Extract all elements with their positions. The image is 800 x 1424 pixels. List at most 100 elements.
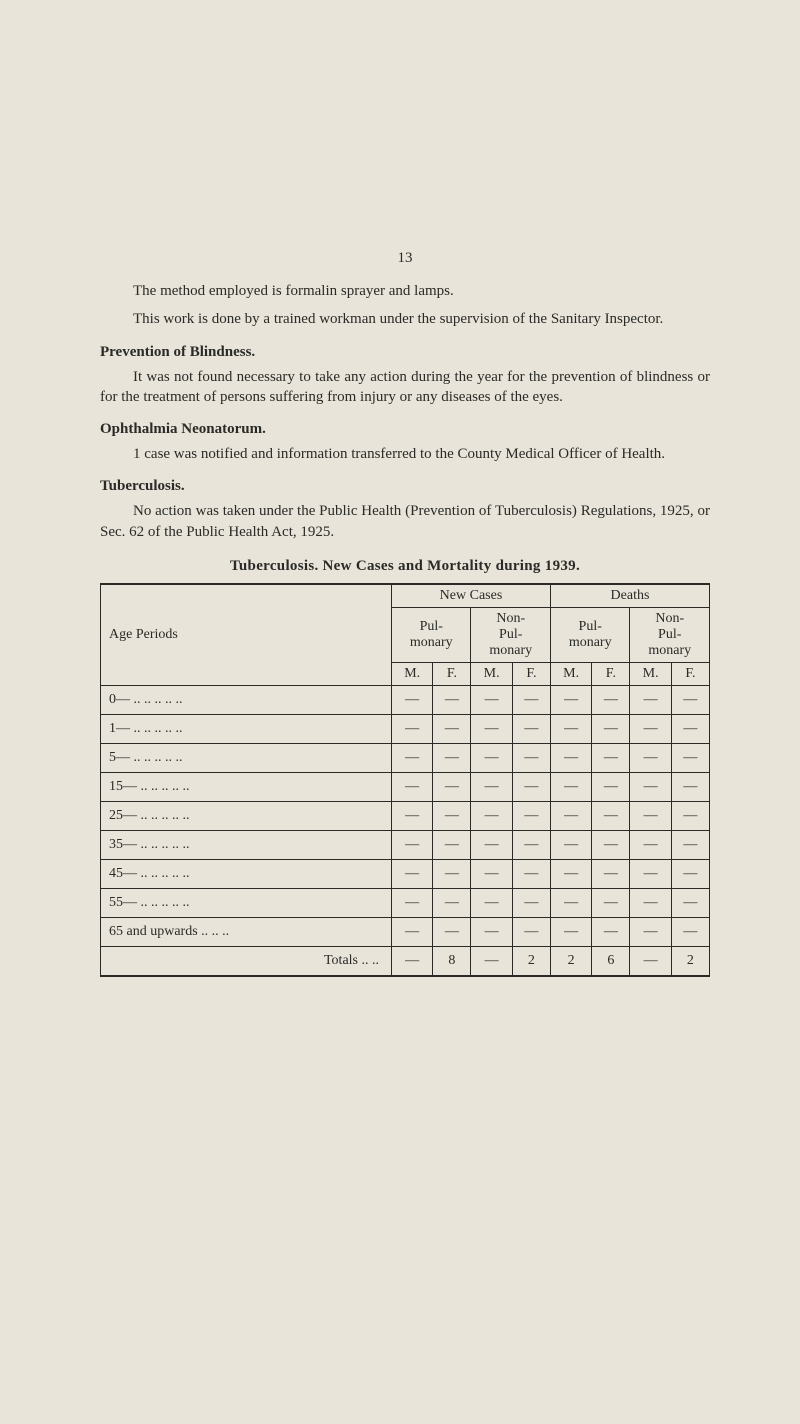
table-row: 1— .. .. .. .. ..———————— bbox=[101, 714, 710, 743]
data-cell: — bbox=[512, 743, 550, 772]
col-pulmonary: Pul- monary bbox=[392, 607, 471, 662]
age-period-cell: 0— .. .. .. .. .. bbox=[101, 685, 392, 714]
data-cell: — bbox=[671, 859, 709, 888]
col-f: F. bbox=[433, 662, 471, 685]
data-cell: — bbox=[671, 772, 709, 801]
col-m: M. bbox=[630, 662, 671, 685]
data-cell: — bbox=[550, 888, 591, 917]
data-cell: — bbox=[433, 801, 471, 830]
age-period-cell: 25— .. .. .. .. .. bbox=[101, 801, 392, 830]
table-head: Age Periods New Cases Deaths Pul- monary… bbox=[101, 584, 710, 686]
data-cell: — bbox=[592, 917, 630, 946]
data-cell: — bbox=[392, 917, 433, 946]
col-m: M. bbox=[550, 662, 591, 685]
body-paragraph: The method employed is formalin sprayer … bbox=[100, 281, 710, 301]
data-cell: — bbox=[471, 830, 512, 859]
table-totals: Totals .. .. — 8 — 2 2 6 — 2 bbox=[101, 946, 710, 976]
table-row: 65 and upwards .. .. ..———————— bbox=[101, 917, 710, 946]
body-paragraph: It was not found necessary to take any a… bbox=[100, 367, 710, 408]
table-title: Tuberculosis. New Cases and Mortality du… bbox=[100, 558, 710, 575]
data-cell: — bbox=[471, 772, 512, 801]
col-m: M. bbox=[471, 662, 512, 685]
data-cell: — bbox=[433, 888, 471, 917]
data-cell: — bbox=[630, 772, 671, 801]
data-cell: — bbox=[671, 830, 709, 859]
data-cell: — bbox=[392, 743, 433, 772]
col-deaths: Deaths bbox=[550, 584, 709, 608]
data-cell: — bbox=[671, 888, 709, 917]
table-row: 15— .. .. .. .. ..———————— bbox=[101, 772, 710, 801]
totals-cell: — bbox=[630, 946, 671, 976]
col-f: F. bbox=[512, 662, 550, 685]
data-cell: — bbox=[592, 888, 630, 917]
data-cell: — bbox=[433, 917, 471, 946]
totals-cell: 2 bbox=[671, 946, 709, 976]
data-cell: — bbox=[671, 714, 709, 743]
table-row: 35— .. .. .. .. ..———————— bbox=[101, 830, 710, 859]
data-cell: — bbox=[592, 859, 630, 888]
totals-cell: 8 bbox=[433, 946, 471, 976]
totals-cell: 2 bbox=[512, 946, 550, 976]
section-heading-tuberculosis: Tuberculosis. bbox=[100, 478, 710, 495]
data-cell: — bbox=[392, 888, 433, 917]
data-cell: — bbox=[630, 743, 671, 772]
section-heading-ophthalmia: Ophthalmia Neonatorum. bbox=[100, 421, 710, 438]
page: 13 The method employed is formalin spray… bbox=[0, 0, 800, 1424]
data-cell: — bbox=[433, 685, 471, 714]
data-cell: — bbox=[471, 714, 512, 743]
totals-cell: 2 bbox=[550, 946, 591, 976]
table-row: 5— .. .. .. .. ..———————— bbox=[101, 743, 710, 772]
body-paragraph: No action was taken under the Public Hea… bbox=[100, 501, 710, 542]
data-cell: — bbox=[592, 714, 630, 743]
age-period-cell: 1— .. .. .. .. .. bbox=[101, 714, 392, 743]
data-cell: — bbox=[392, 859, 433, 888]
data-cell: — bbox=[671, 685, 709, 714]
data-cell: — bbox=[471, 917, 512, 946]
data-cell: — bbox=[512, 772, 550, 801]
col-age-periods: Age Periods bbox=[101, 584, 392, 686]
data-cell: — bbox=[592, 685, 630, 714]
data-cell: — bbox=[592, 772, 630, 801]
data-cell: — bbox=[392, 772, 433, 801]
data-cell: — bbox=[671, 917, 709, 946]
data-cell: — bbox=[630, 801, 671, 830]
data-cell: — bbox=[512, 917, 550, 946]
tuberculosis-table: Age Periods New Cases Deaths Pul- monary… bbox=[100, 583, 710, 977]
col-f: F. bbox=[671, 662, 709, 685]
data-cell: — bbox=[512, 801, 550, 830]
table-row: 45— .. .. .. .. ..———————— bbox=[101, 859, 710, 888]
data-cell: — bbox=[550, 801, 591, 830]
data-cell: — bbox=[433, 859, 471, 888]
data-cell: — bbox=[433, 830, 471, 859]
body-paragraph: 1 case was notified and information tran… bbox=[100, 444, 710, 464]
page-number: 13 bbox=[100, 250, 710, 267]
data-cell: — bbox=[512, 714, 550, 743]
data-cell: — bbox=[433, 743, 471, 772]
data-cell: — bbox=[471, 801, 512, 830]
data-cell: — bbox=[630, 685, 671, 714]
table-row: 55— .. .. .. .. ..———————— bbox=[101, 888, 710, 917]
age-period-cell: 65 and upwards .. .. .. bbox=[101, 917, 392, 946]
totals-cell: — bbox=[392, 946, 433, 976]
data-cell: — bbox=[392, 714, 433, 743]
col-m: M. bbox=[392, 662, 433, 685]
data-cell: — bbox=[392, 830, 433, 859]
data-cell: — bbox=[671, 743, 709, 772]
data-cell: — bbox=[512, 888, 550, 917]
body-paragraph: This work is done by a trained workman u… bbox=[100, 309, 710, 329]
age-period-cell: 15— .. .. .. .. .. bbox=[101, 772, 392, 801]
data-cell: — bbox=[550, 859, 591, 888]
data-cell: — bbox=[550, 743, 591, 772]
data-cell: — bbox=[630, 888, 671, 917]
col-pulmonary: Pul- monary bbox=[550, 607, 629, 662]
data-cell: — bbox=[512, 859, 550, 888]
data-cell: — bbox=[630, 714, 671, 743]
table-row: 25— .. .. .. .. ..———————— bbox=[101, 801, 710, 830]
data-cell: — bbox=[592, 801, 630, 830]
col-new-cases: New Cases bbox=[392, 584, 551, 608]
age-period-cell: 55— .. .. .. .. .. bbox=[101, 888, 392, 917]
data-cell: — bbox=[592, 743, 630, 772]
data-cell: — bbox=[592, 830, 630, 859]
table-row: 0— .. .. .. .. ..———————— bbox=[101, 685, 710, 714]
data-cell: — bbox=[433, 772, 471, 801]
